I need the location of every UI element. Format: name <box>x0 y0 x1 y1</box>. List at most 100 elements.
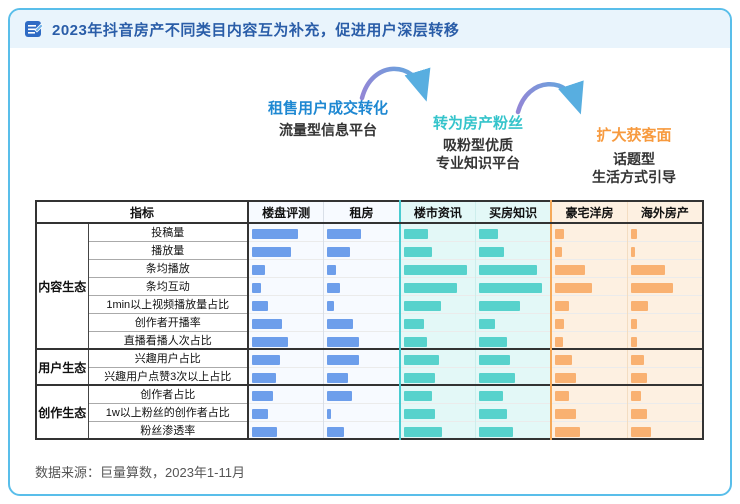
value-bar <box>327 265 337 275</box>
value-bar <box>327 355 360 366</box>
value-bar <box>630 409 647 419</box>
value-bar <box>403 426 443 437</box>
bar-cell <box>550 402 628 421</box>
value-bar <box>555 265 586 275</box>
value-bar <box>403 229 429 240</box>
value-bar <box>252 319 282 329</box>
stage2-title: 转为房产粉丝 <box>432 115 523 132</box>
bar-cell <box>550 348 628 367</box>
value-bar <box>479 409 508 419</box>
bar-cell <box>323 294 400 313</box>
indicator-label: 条均互动 <box>88 276 250 295</box>
value-bar <box>555 319 565 329</box>
bar-cell <box>323 366 400 385</box>
value-bar <box>555 355 572 366</box>
value-bar <box>252 229 299 240</box>
curved-arrows <box>359 66 584 115</box>
bar-cell <box>248 366 324 385</box>
bar-cell <box>550 240 628 259</box>
infographic-card: 2023年抖音房产不同类目内容互为补充，促进用户深层转移 租售用户成交转化 流量… <box>8 8 732 496</box>
value-bar <box>630 265 665 275</box>
row-group-label: 创作生态 <box>36 384 89 439</box>
value-bar <box>555 336 563 347</box>
bar-cell <box>475 420 552 439</box>
value-bar <box>403 247 432 257</box>
bar-cell <box>398 276 476 295</box>
value-bar <box>327 229 361 240</box>
bar-cell <box>626 312 703 331</box>
table-row: 兴趣用户点赞3次以上占比 <box>36 366 703 385</box>
value-bar <box>555 372 577 383</box>
bar-cell <box>398 384 476 403</box>
bar-cell <box>248 348 324 367</box>
value-bar <box>327 426 344 437</box>
value-bar <box>555 283 593 293</box>
arrow-2-icon <box>515 80 584 115</box>
bar-cell <box>398 258 476 277</box>
value-bar <box>403 301 441 311</box>
indicator-label: 条均播放 <box>88 258 250 277</box>
bar-cell <box>398 222 476 241</box>
value-bar <box>555 409 577 419</box>
bar-cell <box>626 258 703 277</box>
value-bar <box>479 283 543 293</box>
bar-cell <box>248 240 324 259</box>
bar-cell <box>475 312 552 331</box>
bar-cell <box>626 222 703 241</box>
bar-cell <box>550 312 628 331</box>
value-bar <box>630 391 642 402</box>
bar-cell <box>398 420 476 439</box>
bar-cell <box>475 240 552 259</box>
value-bar <box>479 319 496 329</box>
bar-cell <box>475 330 552 349</box>
bar-cell <box>323 222 400 241</box>
value-bar <box>403 265 467 275</box>
value-bar <box>327 336 359 347</box>
bar-cell <box>475 294 552 313</box>
value-bar <box>252 409 269 419</box>
metrics-table: 指标 楼盘评测 租房 楼市资讯 买房知识 豪宅洋房 海外房产 内容生态 投稿量 播放… <box>35 200 704 440</box>
value-bar <box>327 283 340 293</box>
bar-cell <box>550 276 628 295</box>
bar-cell <box>475 258 552 277</box>
header-category-1: 楼盘评测 <box>248 201 324 224</box>
header-indicator: 指标 <box>36 201 250 224</box>
bar-cell <box>550 294 628 313</box>
bar-cell <box>248 420 324 439</box>
stage1-subtitle: 流量型信息平台 <box>279 122 377 138</box>
value-bar <box>403 283 458 293</box>
value-bar <box>630 247 636 257</box>
stage2-subtitle: 吸粉型优质 专业知识平台 <box>436 137 520 171</box>
data-source: 数据来源：巨量算数，2023年1-11月 <box>35 465 245 480</box>
bar-cell <box>323 312 400 331</box>
bar-cell <box>550 330 628 349</box>
value-bar <box>403 391 432 402</box>
header-category-6: 海外房产 <box>626 201 703 224</box>
title-bar: 2023年抖音房产不同类目内容互为补充，促进用户深层转移 <box>10 10 730 48</box>
bar-cell <box>323 276 400 295</box>
value-bar <box>479 355 511 366</box>
bar-cell <box>550 384 628 403</box>
bar-cell <box>475 276 552 295</box>
value-bar <box>327 409 332 419</box>
bar-cell <box>248 312 324 331</box>
table-row: 1min以上视频播放量占比 <box>36 294 703 313</box>
bar-cell <box>323 384 400 403</box>
value-bar <box>252 372 276 383</box>
value-bar <box>252 283 261 293</box>
bar-cell <box>323 330 400 349</box>
value-bar <box>630 426 652 437</box>
table-row: 用户生态 兴趣用户占比 <box>36 348 703 385</box>
bar-cell <box>626 420 703 439</box>
value-bar <box>327 319 353 329</box>
value-bar <box>479 391 503 402</box>
bar-cell <box>248 276 324 295</box>
bar-cell <box>626 240 703 259</box>
value-bar <box>252 301 269 311</box>
table-row: 条均互动 <box>36 276 703 295</box>
indicator-label: 1min以上视频播放量占比 <box>88 294 250 313</box>
value-bar <box>630 355 645 366</box>
value-bar <box>479 372 515 383</box>
bar-cell <box>626 294 703 313</box>
bar-cell <box>323 240 400 259</box>
